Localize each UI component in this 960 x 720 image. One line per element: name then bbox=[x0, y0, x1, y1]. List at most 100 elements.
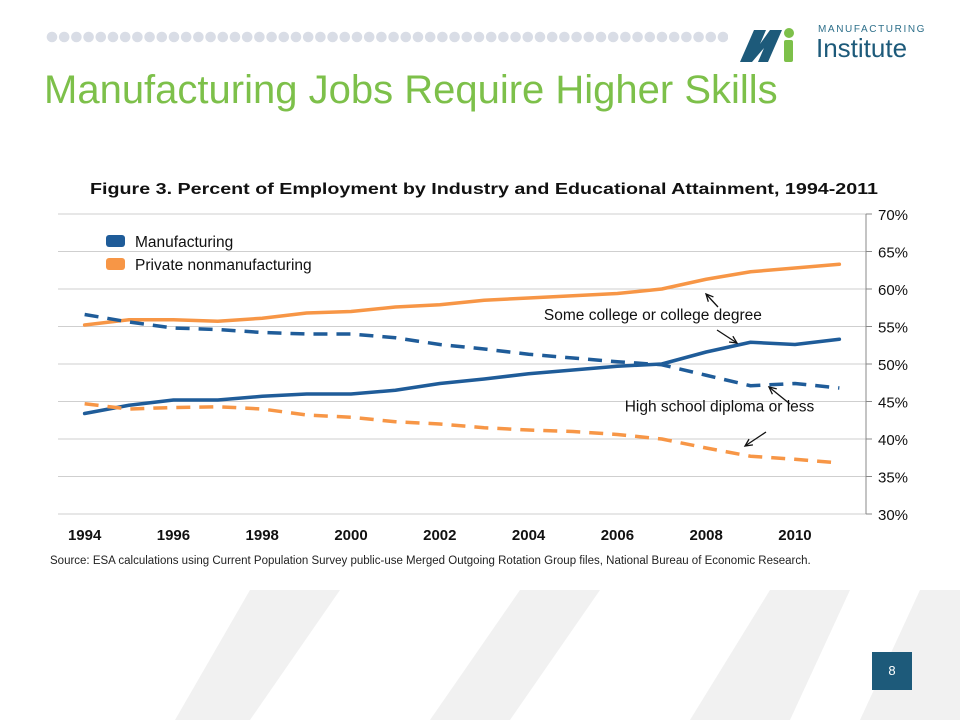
header-dot bbox=[363, 31, 375, 43]
series-line-dashed bbox=[84, 402, 840, 465]
y-tick-label: 65% bbox=[878, 245, 908, 262]
header-dot bbox=[473, 31, 485, 43]
header-dot bbox=[95, 31, 107, 43]
header-dot bbox=[254, 31, 265, 43]
header-dot bbox=[119, 31, 131, 43]
annotation-arrowhead bbox=[767, 386, 777, 395]
header-dot bbox=[693, 31, 704, 43]
x-tick-label: 2002 bbox=[423, 527, 456, 544]
slide-title: Manufacturing Jobs Require Higher Skills bbox=[44, 68, 778, 112]
legend-swatch bbox=[106, 235, 125, 247]
header-dot bbox=[58, 31, 70, 43]
header-dot bbox=[534, 31, 546, 43]
legend-swatch bbox=[106, 258, 125, 270]
header-dot bbox=[290, 31, 302, 43]
header-dot bbox=[46, 31, 58, 43]
header-dot bbox=[607, 31, 619, 43]
header-dot bbox=[241, 31, 253, 43]
x-tick-label: 1994 bbox=[68, 527, 102, 544]
header-dot bbox=[717, 31, 728, 43]
header-dot bbox=[388, 31, 399, 43]
header-dot bbox=[132, 31, 143, 43]
chart-source: Source: ESA calculations using Current P… bbox=[50, 555, 811, 567]
series-line-solid bbox=[82, 337, 842, 416]
y-tick-label: 45% bbox=[878, 395, 908, 412]
header-dot bbox=[205, 31, 216, 43]
y-tick-label: 35% bbox=[878, 470, 908, 487]
x-tick-label: 2010 bbox=[778, 527, 811, 544]
x-tick-label: 2008 bbox=[689, 527, 722, 544]
header-dots bbox=[46, 31, 728, 43]
header-dot bbox=[217, 31, 229, 43]
chart-annotations: Some college or college degree High schoo… bbox=[544, 292, 815, 447]
chart-title: Figure 3. Percent of Employment by Indus… bbox=[90, 181, 878, 198]
header-dot bbox=[461, 31, 473, 43]
y-tick-label: 50% bbox=[878, 357, 908, 374]
header-dot bbox=[656, 31, 668, 43]
legend-label: Manufacturing bbox=[135, 234, 233, 251]
header-dot bbox=[546, 31, 558, 43]
header-dot bbox=[437, 31, 448, 43]
header-dot bbox=[144, 31, 155, 43]
header-dot bbox=[83, 31, 94, 43]
header-dot bbox=[632, 31, 643, 43]
annotation-arrow bbox=[768, 386, 791, 405]
series-line-solid bbox=[82, 262, 842, 327]
header-dot bbox=[412, 31, 424, 43]
employment-chart: Figure 3. Percent of Employment by Indus… bbox=[58, 181, 908, 544]
x-axis-labels: 1994 1996 1998 2000 2002 2004 2006 2008 2010 bbox=[68, 527, 812, 544]
bg-shape-1 bbox=[175, 590, 340, 720]
annotation-label: High school diploma or less bbox=[625, 398, 815, 415]
header-dot bbox=[302, 31, 314, 43]
header-dot bbox=[168, 31, 180, 43]
x-tick-label: 2000 bbox=[334, 527, 367, 544]
series-lines bbox=[82, 262, 842, 465]
header-dot bbox=[327, 31, 338, 43]
y-tick-label: 40% bbox=[878, 432, 908, 449]
header-dot bbox=[583, 31, 595, 43]
header-dot bbox=[351, 31, 363, 43]
bg-shape-3 bbox=[690, 590, 850, 720]
header-dot bbox=[681, 31, 692, 43]
annotation-arrow bbox=[744, 431, 767, 447]
x-tick-label: 1996 bbox=[157, 527, 190, 544]
header-dot bbox=[522, 31, 534, 43]
header-dot bbox=[510, 31, 521, 43]
header-dot bbox=[498, 31, 509, 43]
annotation-arrowhead bbox=[743, 438, 754, 447]
header-dot bbox=[449, 31, 460, 43]
header-dot bbox=[644, 31, 656, 43]
y-tick-label: 70% bbox=[878, 207, 908, 224]
header-dot bbox=[668, 31, 680, 43]
header-dot bbox=[156, 31, 168, 43]
header-dot bbox=[266, 31, 277, 43]
annotation-arrowhead bbox=[704, 292, 714, 302]
legend-label: Private nonmanufacturing bbox=[135, 257, 312, 274]
y-axis-labels: 30% 35% 40% 45% 50% 55% 60% 65% 70% bbox=[878, 207, 908, 524]
y-tick-label: 60% bbox=[878, 282, 908, 299]
header-dot bbox=[315, 31, 326, 43]
header-dot bbox=[278, 31, 290, 43]
header-dot bbox=[424, 31, 436, 43]
header-dot bbox=[559, 31, 570, 43]
y-tick-label: 30% bbox=[878, 507, 908, 524]
institute-logo: MANUFACTURING Institute bbox=[738, 22, 938, 72]
logo-mark-icon bbox=[740, 28, 794, 62]
annotation-label: Some college or college degree bbox=[544, 307, 762, 324]
logo-name: Institute bbox=[816, 33, 908, 63]
header-dot bbox=[376, 31, 387, 43]
header-dot bbox=[71, 31, 82, 43]
header-dot bbox=[620, 31, 631, 43]
header-dot bbox=[229, 31, 241, 43]
x-tick-label: 2006 bbox=[601, 527, 634, 544]
header-dot bbox=[180, 31, 192, 43]
header-dot bbox=[193, 31, 204, 43]
header-dot bbox=[485, 31, 497, 43]
header-dot bbox=[705, 31, 717, 43]
annotation-arrowhead bbox=[728, 335, 739, 344]
header-dot bbox=[400, 31, 412, 43]
header-dot bbox=[595, 31, 607, 43]
series-line-dashed bbox=[84, 312, 840, 390]
chart-legend: Manufacturing Private nonmanufacturing bbox=[106, 234, 312, 274]
header-dot bbox=[571, 31, 582, 43]
